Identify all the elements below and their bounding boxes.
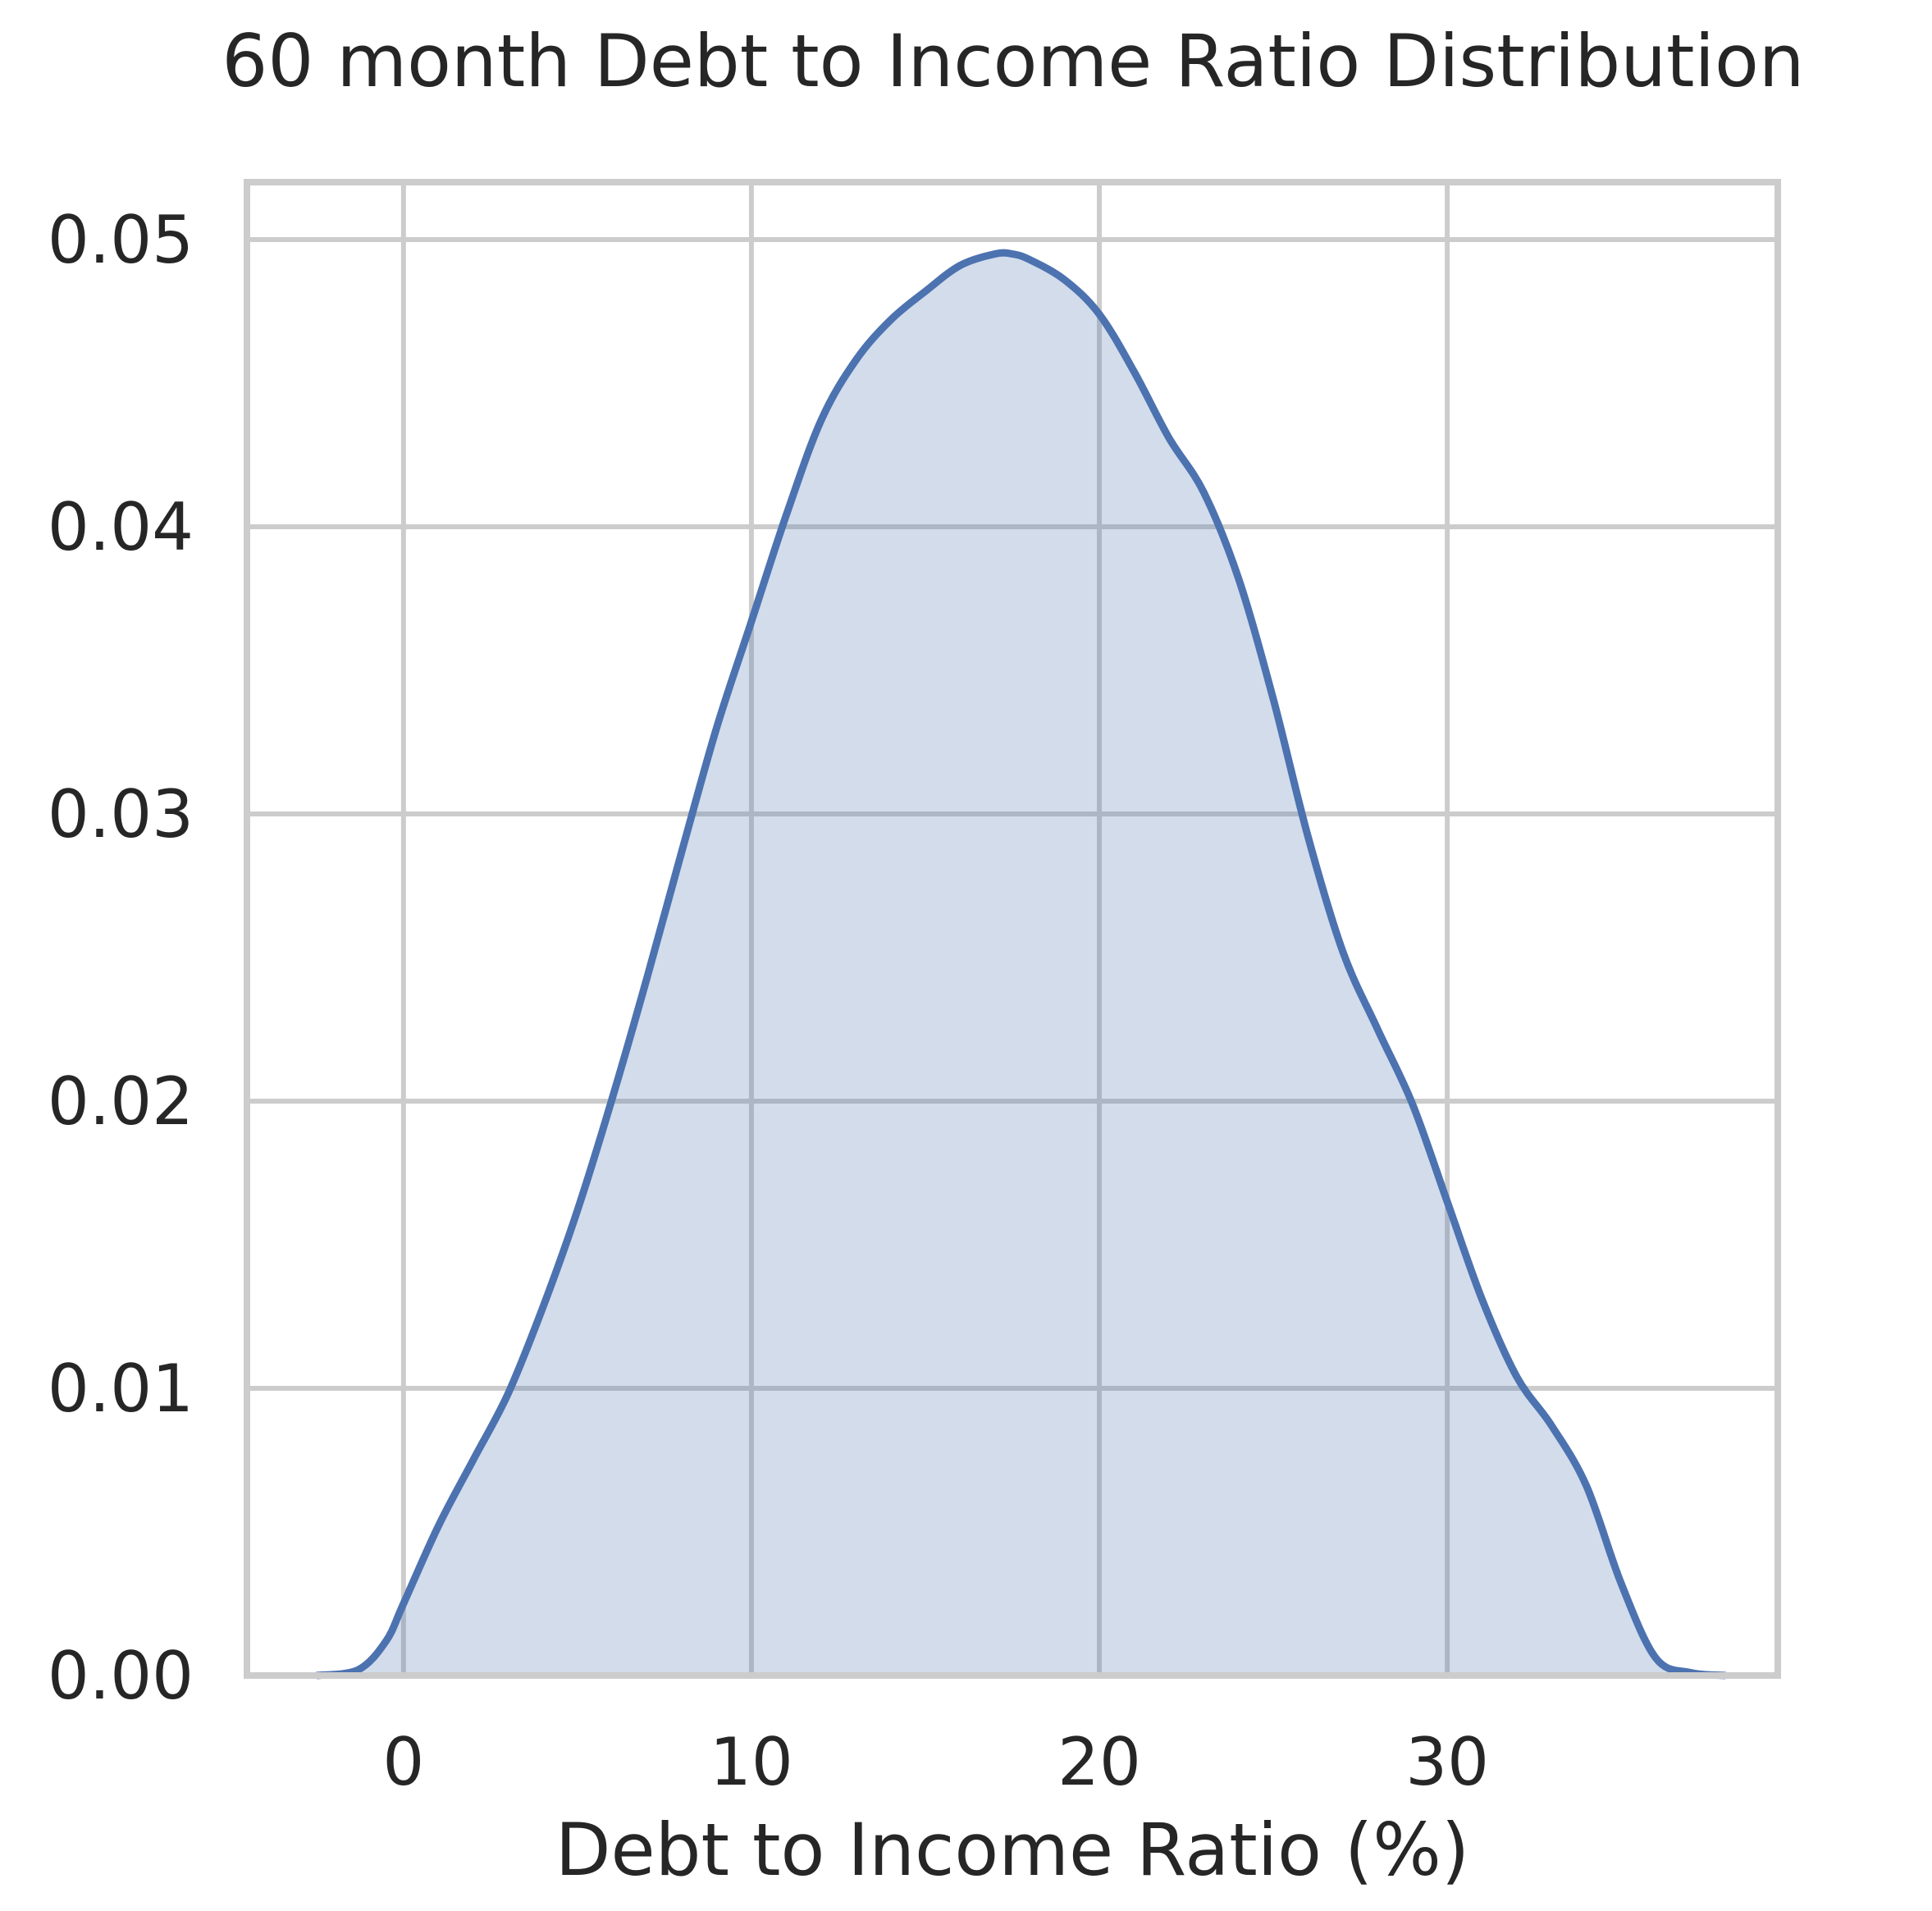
- y-tick-label: 0.03: [48, 776, 194, 853]
- y-tick-label: 0.00: [48, 1638, 194, 1714]
- plot-frame: [244, 179, 1781, 1679]
- density-line: [316, 249, 1726, 1680]
- x-tick-label: 10: [710, 1724, 793, 1800]
- y-tick-label: 0.02: [48, 1063, 194, 1140]
- y-tick-label: 0.05: [48, 202, 194, 278]
- chart-title: 60 month Debt to Income Ratio Distributi…: [222, 19, 1804, 103]
- y-tick-label: 0.01: [48, 1351, 194, 1427]
- y-tick-label: 0.04: [48, 489, 194, 565]
- y-axis-ticks: 0.00 0.01 0.02 0.03 0.04 0.05: [48, 202, 194, 1714]
- x-axis-ticks: 0 10 20 30: [382, 1724, 1489, 1800]
- density-area: [316, 253, 1726, 1676]
- x-tick-label: 30: [1405, 1724, 1489, 1800]
- x-tick-label: 0: [382, 1724, 424, 1800]
- x-tick-label: 20: [1057, 1724, 1141, 1800]
- x-axis-label: Debt to Income Ratio (%): [555, 1808, 1470, 1892]
